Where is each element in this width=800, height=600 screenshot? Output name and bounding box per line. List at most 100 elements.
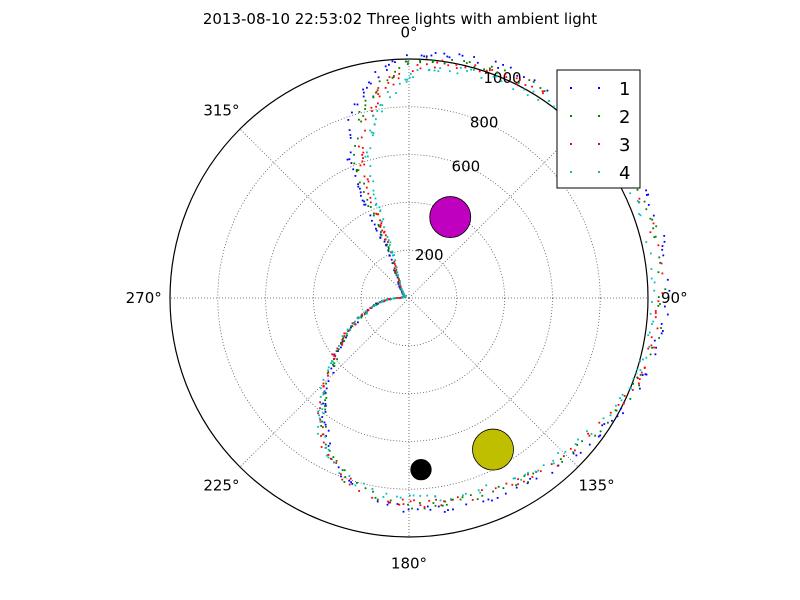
point-series-3-193 (387, 241, 389, 243)
point-series-4-40 (650, 277, 653, 280)
point-series-3-211 (363, 175, 366, 178)
point-series-4-237 (437, 70, 440, 73)
point-series-3-207 (367, 192, 370, 195)
point-series-1-11 (502, 64, 504, 66)
point-series-4-136 (357, 317, 360, 319)
point-series-1-39 (663, 240, 666, 243)
point-series-1-183 (373, 223, 376, 226)
point-series-1-133 (375, 302, 377, 305)
point-series-4-217 (373, 123, 376, 125)
point-series-1-209 (363, 91, 365, 94)
point-series-3-106 (327, 454, 329, 456)
point-series-4-220 (376, 110, 379, 112)
point-series-1-124 (350, 326, 352, 329)
point-series-2-73 (502, 487, 505, 489)
point-series-2-195 (355, 169, 358, 171)
point-series-4-171 (402, 291, 405, 294)
point-series-2-7 (483, 68, 485, 71)
point-series-4-57 (628, 387, 631, 390)
point-series-2-210 (376, 89, 379, 92)
point-series-3-134 (348, 329, 350, 332)
point-series-4-42 (653, 289, 656, 292)
point-series-3-188 (394, 265, 397, 267)
point-series-2-52 (651, 346, 653, 349)
point-series-2-74 (497, 485, 500, 488)
point-series-3-225 (370, 106, 373, 109)
point-series-2-220 (419, 59, 421, 62)
point-series-3-240 (416, 64, 419, 66)
point-series-2-70 (527, 481, 529, 483)
point-series-4-59 (621, 393, 624, 396)
point-series-2-82 (445, 503, 448, 506)
point-series-4-135 (354, 320, 356, 323)
point-series-3-14 (524, 84, 527, 86)
point-series-3-1 (455, 67, 458, 69)
point-series-4-211 (369, 147, 372, 150)
point-series-3-115 (319, 401, 321, 404)
point-series-3-126 (331, 353, 334, 356)
point-series-4-93 (409, 494, 411, 497)
point-series-1-12 (509, 66, 512, 69)
point-series-1-65 (588, 443, 591, 446)
point-series-1-74 (515, 486, 518, 489)
radial-gridline-800 (217, 106, 601, 490)
point-series-4-196 (382, 218, 385, 220)
point-series-2-128 (342, 337, 344, 340)
point-series-2-123 (337, 348, 340, 351)
point-series-2-89 (411, 507, 413, 510)
point-series-2-182 (380, 231, 382, 233)
point-series-3-86 (428, 499, 431, 502)
angle-gridline-135 (408, 297, 579, 468)
point-series-2-68 (561, 460, 563, 463)
point-series-1-96 (350, 481, 352, 484)
point-series-3-143 (366, 309, 369, 312)
point-series-3-33 (638, 197, 641, 200)
point-series-1-4 (448, 56, 451, 59)
point-series-3-47 (650, 344, 653, 347)
point-series-3-92 (398, 503, 401, 506)
point-series-2-175 (392, 262, 395, 264)
point-series-4-33 (638, 201, 641, 204)
point-series-1-97 (340, 475, 342, 478)
point-series-2-76 (481, 494, 484, 497)
point-series-3-46 (650, 336, 653, 339)
point-series-4-73 (542, 464, 545, 467)
radial-gridline-400 (312, 201, 505, 394)
point-series-1-67 (572, 452, 575, 455)
point-series-1-191 (359, 191, 362, 194)
point-series-4-112 (318, 417, 321, 420)
point-series-3-200 (380, 222, 383, 225)
point-series-2-206 (364, 99, 367, 102)
point-series-3-15 (531, 85, 533, 88)
point-series-3-13 (519, 78, 521, 81)
point-series-4-46 (651, 323, 653, 325)
point-series-1-223 (420, 54, 423, 57)
point-series-2-77 (476, 498, 479, 500)
point-series-2-79 (461, 496, 464, 499)
point-series-2-183 (378, 225, 380, 228)
light-marker-1 (429, 196, 472, 238)
point-series-3-64 (569, 447, 572, 450)
point-series-1-171 (390, 258, 393, 261)
point-series-4-219 (375, 118, 377, 121)
point-series-2-102 (332, 456, 335, 458)
point-series-2-47 (657, 296, 660, 298)
point-series-1-41 (661, 248, 664, 251)
point-series-4-189 (391, 251, 394, 254)
point-series-4-206 (369, 175, 372, 177)
point-series-4-106 (325, 446, 328, 449)
point-series-2-179 (386, 243, 388, 246)
point-series-1-114 (332, 371, 335, 374)
point-series-4-192 (389, 241, 392, 244)
point-series-3-76 (511, 483, 514, 486)
point-series-3-124 (334, 355, 337, 358)
point-series-4-37 (645, 241, 648, 243)
point-series-4-68 (574, 443, 577, 445)
point-series-1-214 (377, 76, 380, 79)
point-series-4-102 (338, 472, 341, 474)
point-series-3-245 (441, 59, 444, 62)
point-series-3-83 (443, 500, 445, 503)
point-series-2-197 (353, 153, 355, 156)
point-series-1-13 (516, 74, 519, 77)
